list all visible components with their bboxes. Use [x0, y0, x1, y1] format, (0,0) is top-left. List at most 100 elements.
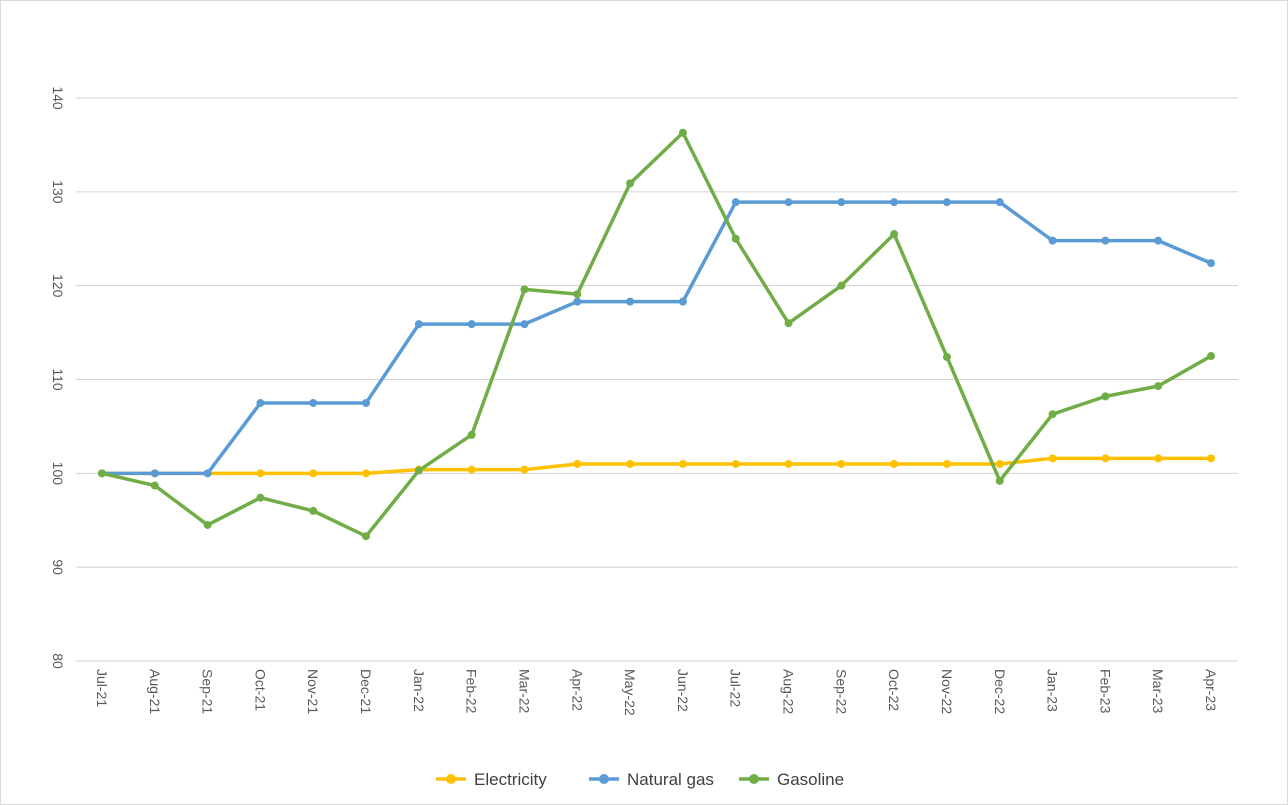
data-point — [309, 506, 318, 515]
data-point — [626, 179, 635, 188]
legend-marker — [446, 774, 456, 784]
data-point — [784, 319, 793, 328]
x-tick-label: Aug-22 — [781, 669, 797, 714]
x-tick-label: Oct-22 — [886, 669, 902, 711]
x-tick-label: Sep-21 — [200, 669, 216, 714]
x-tick-label: Jul-22 — [728, 669, 744, 707]
data-point — [467, 430, 476, 439]
x-tick-label: Apr-22 — [569, 669, 585, 711]
x-tick-label: Aug-21 — [147, 669, 163, 714]
x-tick-label: Feb-23 — [1097, 669, 1113, 714]
series-line — [101, 130, 1212, 538]
data-point — [414, 466, 423, 475]
data-point — [731, 459, 740, 468]
legend-label: Gasoline — [777, 770, 844, 789]
legend: Electricity Natural gas Gasoline — [436, 770, 844, 789]
y-tick-label: 110 — [50, 368, 66, 391]
data-point — [1154, 236, 1163, 245]
y-tick-label: 130 — [50, 180, 66, 204]
y-tick-label: 120 — [50, 274, 66, 298]
data-point — [467, 320, 476, 329]
x-tick-label: Nov-22 — [939, 669, 955, 714]
data-point — [890, 230, 899, 239]
data-point — [995, 198, 1004, 207]
data-point — [362, 398, 371, 407]
x-tick-label: Jan-23 — [1045, 669, 1061, 712]
data-point — [1207, 454, 1215, 463]
data-point — [942, 459, 951, 468]
y-tick-label: 90 — [50, 559, 66, 575]
data-point — [520, 320, 529, 329]
data-point — [1101, 454, 1110, 463]
legend-item: Electricity — [436, 770, 547, 789]
data-point — [626, 459, 635, 468]
data-point — [150, 469, 159, 478]
data-point — [678, 459, 687, 468]
data-point — [150, 481, 159, 490]
legend-label: Natural gas — [627, 770, 714, 789]
data-point — [784, 459, 793, 468]
data-point — [573, 297, 582, 306]
data-point — [942, 198, 951, 207]
data-point — [678, 297, 687, 306]
data-point — [1154, 382, 1163, 391]
x-tick-label: Nov-21 — [305, 669, 321, 714]
legend-item: Natural gas — [589, 770, 714, 789]
data-point — [678, 128, 687, 137]
series-line — [102, 456, 1211, 476]
data-point — [1207, 352, 1215, 361]
data-point — [1048, 236, 1057, 245]
data-point — [362, 532, 371, 541]
series-natural-gas — [98, 198, 1215, 478]
x-tick-label: Jul-21 — [94, 669, 110, 707]
series-lines — [98, 128, 1215, 541]
series-gasoline — [98, 128, 1215, 541]
x-tick-label: Oct-21 — [252, 669, 268, 711]
x-tick-label: Jun-22 — [675, 669, 691, 712]
data-point — [731, 234, 740, 243]
data-point — [203, 469, 212, 478]
data-point — [1207, 259, 1215, 268]
data-point — [837, 281, 846, 290]
data-point — [573, 290, 582, 299]
y-tick-label: 100 — [50, 462, 66, 486]
x-tick-label: Feb-22 — [464, 669, 480, 714]
data-point — [467, 465, 476, 474]
data-point — [203, 520, 212, 529]
series-line — [102, 200, 1212, 476]
data-point — [995, 476, 1004, 485]
x-tick-label: Mar-23 — [1150, 669, 1166, 714]
x-axis-ticks: Jul-21 Aug-21 Sep-21 Oct-21 Nov-21 Dec-21 Jan-… — [94, 669, 1219, 716]
data-point — [890, 198, 899, 207]
data-point — [890, 459, 899, 468]
x-tick-label: Jan-22 — [411, 669, 427, 712]
data-point — [98, 469, 106, 478]
x-tick-label: Sep-22 — [833, 669, 849, 714]
data-point — [520, 285, 529, 294]
x-tick-label: Apr-23 — [1203, 669, 1219, 711]
data-point — [1101, 392, 1110, 401]
x-tick-label: May-22 — [622, 669, 638, 716]
data-point — [309, 398, 318, 407]
data-point — [256, 469, 265, 478]
data-point — [256, 493, 265, 502]
data-point — [837, 459, 846, 468]
data-point — [1048, 410, 1057, 419]
data-point — [1048, 454, 1057, 463]
data-point — [256, 398, 265, 407]
data-point — [837, 198, 846, 207]
series-electricity — [98, 454, 1215, 478]
legend-marker — [599, 774, 609, 784]
data-point — [626, 297, 635, 306]
legend-marker — [749, 774, 759, 784]
data-point — [995, 459, 1004, 468]
data-point — [784, 198, 793, 207]
legend-label: Electricity — [474, 770, 547, 789]
data-point — [309, 469, 318, 478]
data-point — [362, 469, 371, 478]
y-tick-label: 80 — [50, 653, 66, 669]
data-point — [1101, 236, 1110, 245]
data-point — [1154, 454, 1163, 463]
x-tick-label: Mar-22 — [516, 669, 532, 714]
